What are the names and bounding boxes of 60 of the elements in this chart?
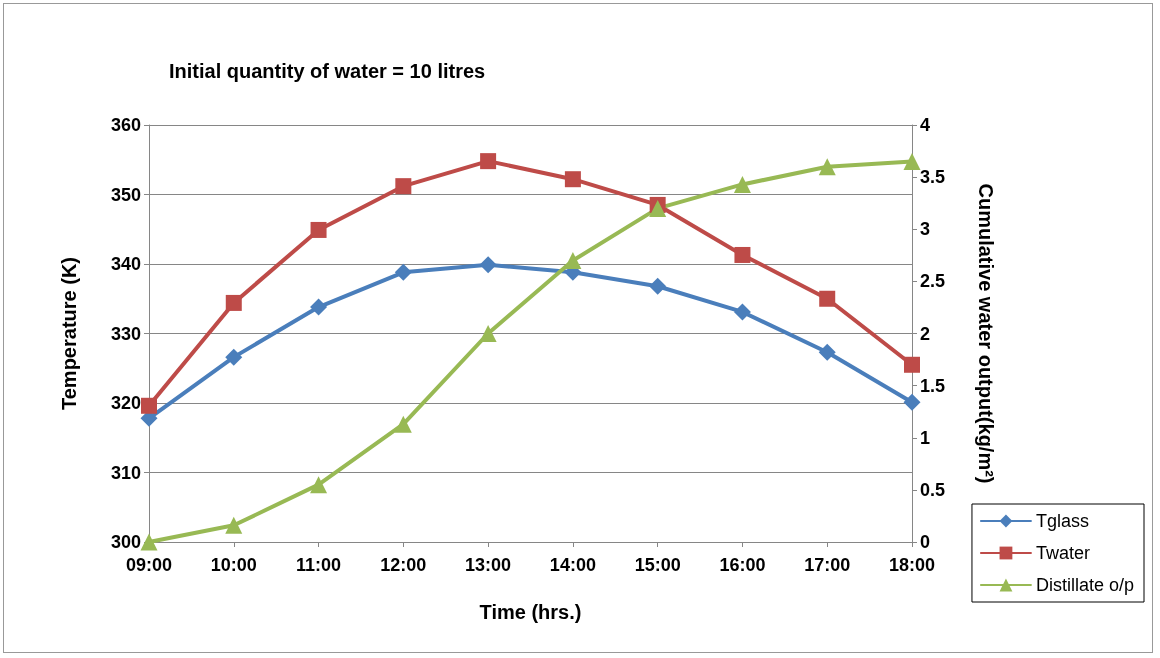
point <box>479 325 497 342</box>
legend-label: Twater <box>1035 543 1090 563</box>
point <box>734 246 751 263</box>
x-tick-label: 13:00 <box>465 555 512 575</box>
point <box>225 294 242 311</box>
point <box>225 348 243 366</box>
y-tick-label: 310 <box>110 462 141 483</box>
point <box>649 277 667 295</box>
y2-tick-label: 1 <box>920 427 931 448</box>
y2-tick-label: 0.5 <box>920 479 946 500</box>
y2-tick-label: 3 <box>920 219 931 240</box>
x-tick-label: 17:00 <box>804 555 851 575</box>
point <box>818 158 836 176</box>
point <box>649 199 667 217</box>
point <box>310 298 328 316</box>
point <box>480 153 497 170</box>
y-tick-label: 350 <box>110 184 141 205</box>
point <box>818 343 836 361</box>
point <box>479 256 497 274</box>
point <box>903 393 921 411</box>
y-tick-label: 320 <box>110 393 141 413</box>
point <box>819 290 836 307</box>
x-tick-label: 12:00 <box>380 555 427 575</box>
x-tick-label: 09:00 <box>125 555 173 575</box>
y2-tick-label: 0 <box>920 532 931 552</box>
point <box>903 152 921 170</box>
chart-title: Initial quantity of water = 10 litres <box>169 60 486 82</box>
legend-label: Distillate o/p <box>1035 575 1134 595</box>
point <box>310 476 328 494</box>
y2-axis-title: Cumulative water output(kg/m²) <box>975 183 997 484</box>
x-tick-label: 10:00 <box>210 555 257 575</box>
y2-tick-label: 2 <box>920 323 931 344</box>
y2-tick-label: 1.5 <box>920 375 946 396</box>
point <box>904 356 920 373</box>
x-axis-title: Time (hrs.) <box>479 601 582 623</box>
y-tick-label: 300 <box>110 532 141 552</box>
y-axis-title: Temperature (K) <box>58 257 80 410</box>
point <box>395 178 412 195</box>
y2-tick-label: 4 <box>920 115 931 135</box>
point <box>733 175 751 193</box>
point <box>310 221 327 238</box>
point <box>225 516 243 534</box>
point <box>394 263 412 281</box>
y-tick-label: 330 <box>110 323 141 344</box>
point <box>733 303 751 321</box>
point <box>394 415 412 433</box>
x-tick-label: 15:00 <box>634 555 681 575</box>
point <box>564 171 581 188</box>
y-tick-label: 340 <box>110 254 141 274</box>
x-tick-label: 14:00 <box>549 555 596 575</box>
y2-tick-label: 2.5 <box>920 271 946 292</box>
y-tick-label: 360 <box>110 115 141 135</box>
point <box>141 397 157 414</box>
y2-tick-label: 3.5 <box>920 167 946 188</box>
x-tick-label: 18:00 <box>888 555 936 575</box>
legend-label: Tglass <box>1035 511 1089 531</box>
x-tick-label: 16:00 <box>719 555 766 575</box>
x-tick-label: 11:00 <box>296 555 342 575</box>
point <box>140 533 158 551</box>
point <box>564 252 582 270</box>
